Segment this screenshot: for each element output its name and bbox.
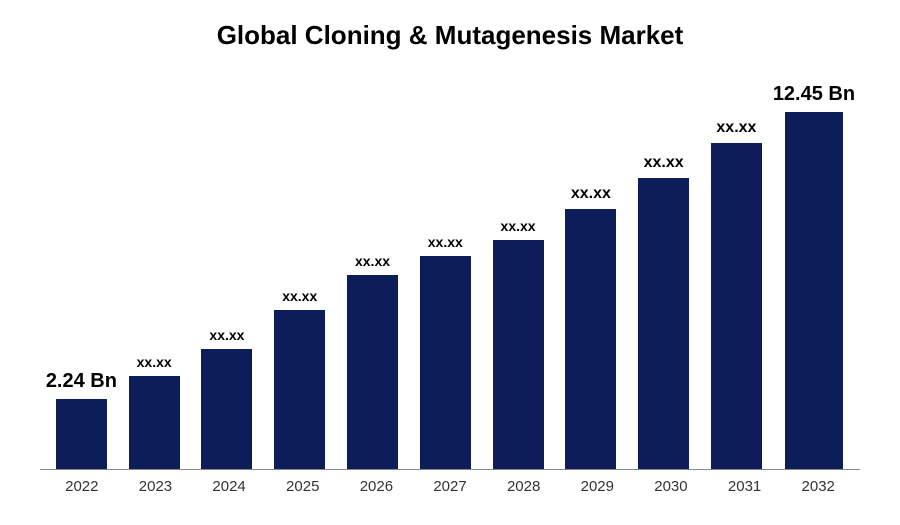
bar-wrapper: xx.xx (482, 81, 555, 469)
bar (565, 209, 616, 469)
bar-value-label: 12.45 Bn (773, 83, 855, 106)
bar (420, 256, 471, 469)
bar-value-label: xx.xx (644, 154, 684, 172)
plot-area: 2.24 Bn xx.xx xx.xx xx.xx xx.xx xx.xx xx.xx xx.… (40, 81, 860, 470)
bar (493, 240, 544, 469)
bar-wrapper: xx.xx (263, 81, 336, 469)
x-axis-tick: 2025 (266, 478, 340, 495)
bar (347, 275, 398, 469)
x-axis-tick: 2024 (192, 478, 266, 495)
bar-value-label: xx.xx (282, 288, 317, 304)
bar-wrapper: xx.xx (336, 81, 409, 469)
bar (129, 376, 180, 469)
bar-value-label: xx.xx (137, 354, 172, 370)
bar-wrapper: 12.45 Bn (773, 81, 855, 469)
x-axis-tick: 2028 (487, 478, 561, 495)
x-axis-tick: 2030 (634, 478, 708, 495)
bar-wrapper: xx.xx (118, 81, 191, 469)
bar-value-label: xx.xx (501, 218, 536, 234)
bar-wrapper: xx.xx (700, 81, 773, 469)
bar-value-label: xx.xx (209, 327, 244, 343)
bar-wrapper: xx.xx (554, 81, 627, 469)
x-axis-tick: 2027 (413, 478, 487, 495)
bar-value-label: xx.xx (355, 253, 390, 269)
bar (711, 143, 762, 469)
bar-wrapper: xx.xx (191, 81, 264, 469)
bar (785, 112, 843, 469)
bar-value-label: xx.xx (716, 119, 756, 137)
x-axis-tick: 2031 (708, 478, 782, 495)
x-axis: 2022202320242025202620272028202920302031… (40, 470, 860, 495)
bar-value-label: xx.xx (428, 234, 463, 250)
x-axis-tick: 2032 (781, 478, 855, 495)
bar (638, 178, 689, 469)
x-axis-tick: 2023 (119, 478, 193, 495)
bar-wrapper: xx.xx (409, 81, 482, 469)
chart-container: Global Cloning & Mutagenesis Market 2.24… (0, 0, 900, 525)
chart-title: Global Cloning & Mutagenesis Market (40, 20, 860, 51)
bar (56, 399, 107, 469)
bar (201, 349, 252, 469)
bar-wrapper: 2.24 Bn (45, 81, 118, 469)
x-axis-tick: 2029 (560, 478, 634, 495)
bar-wrapper: xx.xx (627, 81, 700, 469)
x-axis-tick: 2022 (45, 478, 119, 495)
x-axis-tick: 2026 (340, 478, 414, 495)
bar-value-label: xx.xx (571, 185, 611, 203)
bar (274, 310, 325, 469)
bar-value-label: 2.24 Bn (46, 370, 117, 393)
